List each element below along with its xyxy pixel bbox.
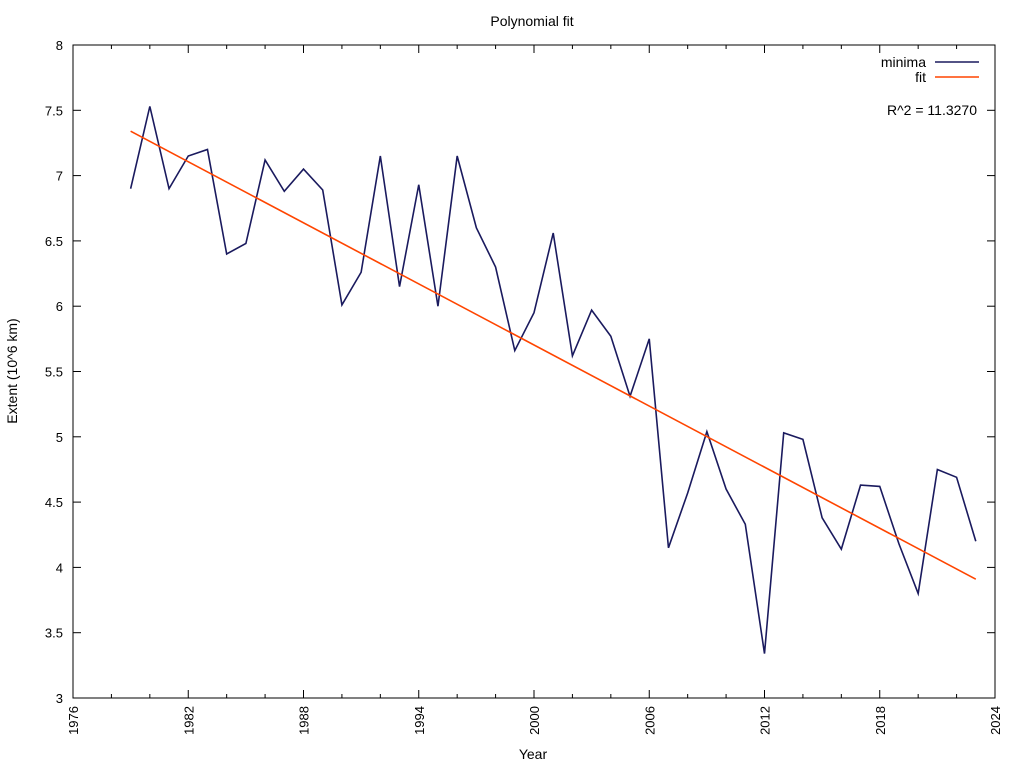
x-tick-label: 1994 (412, 706, 427, 735)
y-tick-label: 5.5 (45, 365, 63, 380)
y-tick-label: 4.5 (45, 495, 63, 510)
y-axis-title: Extent (10^6 km) (4, 318, 20, 423)
x-tick-label: 2000 (527, 706, 542, 735)
plot-border (72, 44, 996, 699)
x-axis: 1976 1982 1988 1994 2000 2006 2012 2018 2024 (66, 45, 1003, 735)
x-tick-label: 2006 (642, 706, 657, 735)
series-layer (129, 106, 977, 654)
legend-label-fit: fit (915, 69, 926, 85)
x-tick-label: 2018 (873, 706, 888, 735)
series-line-minima (129, 106, 977, 654)
y-axis: 3 3.5 4 4.5 5 5.5 6 6.5 7 7.5 8 (45, 38, 995, 706)
series-line-fit (130, 130, 977, 580)
y-tick-label: 3 (56, 691, 63, 706)
x-tick-label: 1982 (181, 706, 196, 735)
x-tick-label: 2024 (988, 706, 1003, 735)
y-tick-label: 4 (56, 560, 63, 575)
y-tick-label: 6.5 (45, 234, 63, 249)
x-tick-label: 1988 (297, 706, 312, 735)
chart-title: Polynomial fit (490, 13, 573, 29)
x-tick-label: 2012 (758, 706, 773, 735)
y-tick-label: 7.5 (45, 103, 63, 118)
y-tick-label: 8 (56, 38, 63, 53)
y-tick-label: 5 (56, 430, 63, 445)
y-tick-label: 6 (56, 299, 63, 314)
x-tick-label: 1976 (66, 706, 81, 735)
y-tick-label: 7 (56, 169, 63, 184)
y-tick-label: 3.5 (45, 626, 63, 641)
plot-frame (72, 44, 996, 699)
r-squared-annotation: R^2 = 11.3270 (887, 102, 977, 118)
legend-label-minima: minima (881, 54, 926, 70)
x-axis-title: Year (519, 746, 548, 762)
